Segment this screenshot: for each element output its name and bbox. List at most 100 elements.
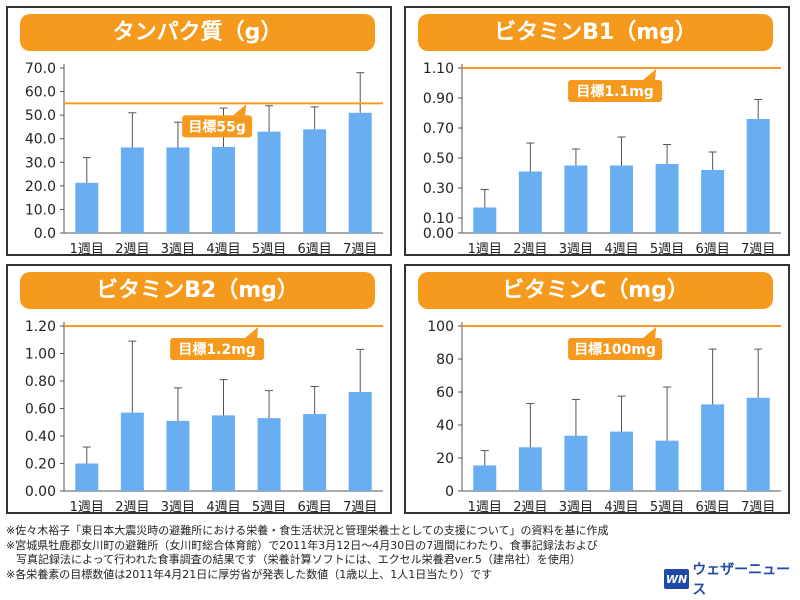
chart-protein: 0.0 10.0 20.0 30.0 40.0 50.0 60.0 70.0 1週目 2週目 3週目… xyxy=(25,61,383,254)
y-tick-label: 1.20 xyxy=(25,319,56,335)
y-tick-label: 0.80 xyxy=(25,374,56,390)
bar xyxy=(257,418,281,491)
bar xyxy=(75,182,99,233)
bar xyxy=(746,119,770,233)
chart-panel-protein: タンパク質（g） 0.0 10.0 20.0 30.0 40.0 50.0 60.0 70.0… xyxy=(6,6,392,256)
bar xyxy=(348,112,372,233)
x-tick-label: 6週目 xyxy=(298,500,332,512)
bar xyxy=(564,165,588,233)
y-tick-label: 0.00 xyxy=(25,484,56,500)
chart-title: タンパク質（g） xyxy=(20,14,375,51)
bar xyxy=(257,131,281,233)
target-callout-box xyxy=(568,338,663,360)
y-tick-label: 20.0 xyxy=(25,179,56,195)
bar xyxy=(212,146,235,233)
bar xyxy=(166,147,190,233)
y-tick-label: 60.0 xyxy=(25,85,56,101)
y-tick-label: 0.60 xyxy=(25,402,56,418)
x-tick-label: 2週目 xyxy=(513,500,547,512)
y-tick-label: 10.0 xyxy=(25,202,56,218)
y-tick-label: 40.0 xyxy=(25,132,56,148)
bar xyxy=(701,404,725,491)
x-tick-label: 3週目 xyxy=(161,500,195,512)
target-label: 目標1.1mg xyxy=(576,83,653,100)
target-callout-box xyxy=(170,338,265,360)
x-tick-label: 2週目 xyxy=(115,500,149,512)
x-tick-label: 2週目 xyxy=(115,242,149,254)
weathernews-logo: WN ウェザーニュース xyxy=(664,562,800,598)
bar xyxy=(120,412,144,491)
target-label: 目標1.2mg xyxy=(178,341,255,358)
target-callout-box xyxy=(182,115,253,138)
y-tick-label: 1.00 xyxy=(25,347,56,363)
bar xyxy=(610,431,633,491)
y-tick-label: 0.40 xyxy=(25,429,56,445)
bar xyxy=(701,170,725,233)
bar xyxy=(746,397,770,491)
bar xyxy=(303,414,327,491)
bar xyxy=(120,147,144,233)
chart-panel-vitamin-c: ビタミンC（mg） 0 20 40 60 80 100 1週目 2週目 3週目 4週目 5週目 6週目… xyxy=(404,264,790,514)
x-tick-label: 1週目 xyxy=(468,500,502,512)
target-callout-pointer xyxy=(233,104,247,116)
x-tick-label: 5週目 xyxy=(252,500,286,512)
bar xyxy=(655,440,679,491)
bar xyxy=(564,435,588,491)
x-tick-label: 7週目 xyxy=(343,242,377,254)
x-tick-label: 2週目 xyxy=(513,242,547,254)
x-tick-label: 6週目 xyxy=(298,242,332,254)
footnote: ※佐々木裕子「東日本大震災時の避難所における栄養・食生活状況と管理栄養士としての… xyxy=(6,524,609,537)
bar xyxy=(212,415,235,491)
y-tick-label: 20 xyxy=(436,451,454,467)
x-tick-label: 7週目 xyxy=(741,500,775,512)
bar xyxy=(473,465,497,491)
target-callout-pointer xyxy=(643,327,657,338)
x-tick-label: 1週目 xyxy=(70,242,104,254)
chart-title: ビタミンB2（mg） xyxy=(20,272,375,309)
x-tick-label: 7週目 xyxy=(343,500,377,512)
x-tick-label: 4週目 xyxy=(206,242,240,254)
x-tick-label: 3週目 xyxy=(559,500,593,512)
bar xyxy=(303,129,327,233)
x-tick-label: 4週目 xyxy=(604,500,638,512)
y-tick-label: 0.10 xyxy=(423,211,454,227)
y-tick-label: 0.0 xyxy=(34,226,56,242)
x-tick-label: 4週目 xyxy=(206,500,240,512)
target-label: 目標100mg xyxy=(574,341,656,358)
x-tick-label: 6週目 xyxy=(696,500,730,512)
y-tick-label: 0.50 xyxy=(423,151,454,167)
y-tick-label: 0.00 xyxy=(423,226,454,242)
bar xyxy=(518,171,542,233)
footnote: ※各栄養素の目標数値は2011年4月21日に厚労省が発表した数値（1歳以上、1人… xyxy=(6,567,493,581)
target-callout: 目標55g xyxy=(182,104,253,138)
x-tick-label: 5週目 xyxy=(650,242,684,254)
chart-title: ビタミンB1（mg） xyxy=(418,14,773,51)
y-tick-label: 0.70 xyxy=(423,121,454,137)
footnote: ※宮城県牡鹿郡女川町の避難所（女川町総合体育館）で2011年3月12日～4月30… xyxy=(6,538,598,552)
x-tick-label: 6週目 xyxy=(696,242,730,254)
bar xyxy=(473,207,497,233)
chart-vitamin-b2: 0.00 0.20 0.40 0.60 0.80 1.00 1.20 1週目 2週目 3週目 4週目… xyxy=(25,319,383,512)
y-tick-label: 30.0 xyxy=(25,155,56,171)
x-tick-label: 1週目 xyxy=(468,242,502,254)
target-callout-pointer xyxy=(643,69,657,80)
x-tick-label: 1週目 xyxy=(70,500,104,512)
target-callout: 目標100mg xyxy=(568,327,663,360)
y-tick-label: 40 xyxy=(436,418,454,434)
footnotes: ※佐々木裕子「東日本大震災時の避難所における栄養・食生活状況と管理栄養士としての… xyxy=(6,524,666,582)
bar xyxy=(518,447,542,491)
bar xyxy=(610,165,633,233)
y-tick-label: 70.0 xyxy=(25,61,56,77)
x-tick-label: 7週目 xyxy=(741,242,775,254)
bar xyxy=(655,164,679,233)
x-tick-label: 5週目 xyxy=(650,500,684,512)
y-tick-label: 1.10 xyxy=(423,61,454,77)
x-tick-label: 3週目 xyxy=(161,242,195,254)
y-tick-label: 60 xyxy=(436,385,454,401)
bar xyxy=(166,420,190,491)
y-tick-label: 0.30 xyxy=(423,181,454,197)
x-tick-label: 4週目 xyxy=(604,242,638,254)
chart-vitamin-b1: 0.000.10 0.30 0.50 0.70 0.90 1.10 1週目 2週目 3週目 4週目… xyxy=(423,61,781,254)
x-tick-label: 5週目 xyxy=(252,242,286,254)
chart-vitamin-c: 0 20 40 60 80 100 1週目 2週目 3週目 4週目 5週目 6週目 7週目 目標100mg xyxy=(427,319,781,512)
